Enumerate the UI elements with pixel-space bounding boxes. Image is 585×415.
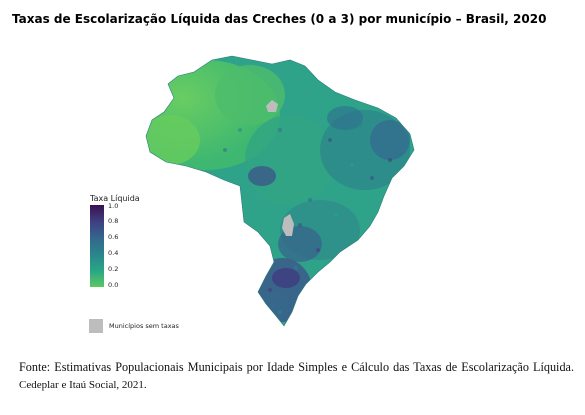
- no-data-swatch: [89, 319, 103, 333]
- legend-title: Taxa Líquida: [90, 194, 140, 203]
- legend-tick-0-6: 0.6: [108, 233, 119, 241]
- legend-tick-1-0: 1.0: [108, 202, 119, 210]
- legend-tick-0-2: 0.2: [108, 265, 119, 273]
- source-tail: Cedeplar e Itaú Social, 2021.: [19, 379, 147, 391]
- map-legend: Taxa Líquida 1.0 0.8 0.6 0.4 0.2 0.0: [90, 194, 140, 289]
- page-title: Taxas de Escolarização Líquida das Crech…: [12, 12, 547, 26]
- legend-tick-0-4: 0.4: [108, 249, 119, 257]
- no-data-area-center: [282, 214, 294, 236]
- legend-scale: 1.0 0.8 0.6 0.4 0.2 0.0: [90, 202, 140, 289]
- legend-color-bar: [90, 205, 104, 287]
- legend-no-data: Municípios sem taxas: [89, 319, 179, 333]
- brazil-outline: [145, 55, 415, 327]
- no-data-label: Municípios sem taxas: [109, 322, 179, 330]
- source-lead: Fonte: Estimativas Populacionais Municip…: [19, 360, 574, 374]
- legend-tick-0-0: 0.0: [108, 281, 119, 289]
- no-data-area-north: [266, 100, 278, 112]
- source-note: Fonte: Estimativas Populacionais Municip…: [19, 359, 574, 394]
- legend-tick-0-8: 0.8: [108, 217, 119, 225]
